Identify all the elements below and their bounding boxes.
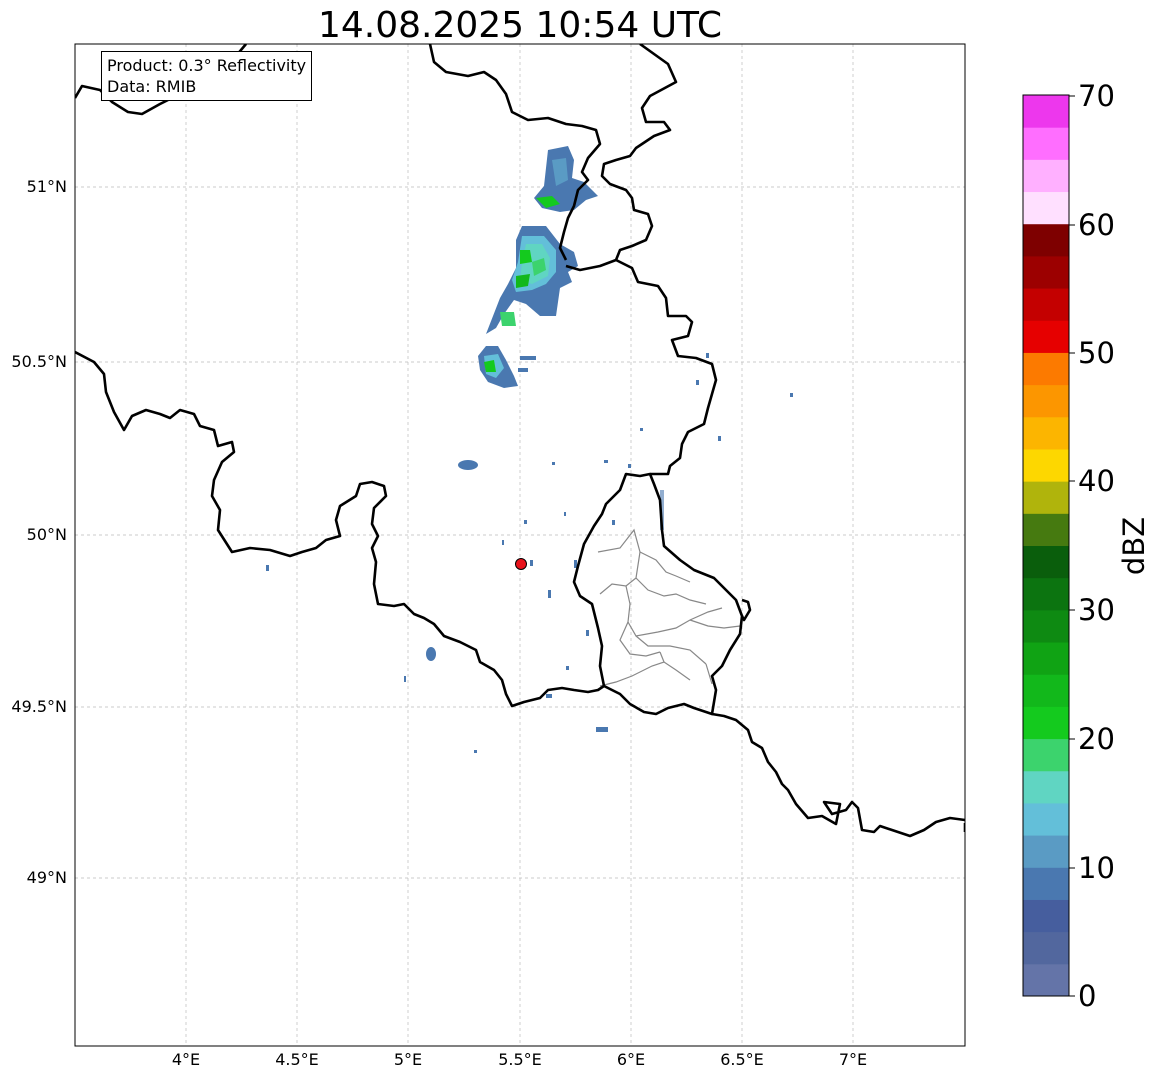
radar-site-marker (515, 558, 527, 570)
colorbar-segment (1023, 867, 1069, 900)
latitude-labels: 51°N 50.5°N 50°N 49.5°N 49°N (11, 177, 67, 887)
lat-label: 50°N (27, 525, 67, 544)
echo-small-18 (604, 460, 608, 463)
lat-label: 49°N (27, 868, 67, 887)
echo-small-26 (564, 512, 566, 516)
lat-label: 51°N (27, 177, 67, 196)
echo-small-21 (474, 750, 477, 753)
map-title: 14.08.2025 10:54 UTC (317, 5, 723, 46)
colorbar-segment (1023, 352, 1069, 386)
colorbar (1022, 94, 1075, 997)
colorbar-segment (1023, 835, 1069, 868)
colorbar-segment (1023, 95, 1069, 128)
colorbar-tick-label: 40 (1078, 464, 1115, 498)
radar-echoes (266, 146, 793, 753)
colorbar-label: dBZ (1117, 517, 1151, 575)
echo-small-9 (718, 436, 721, 441)
colorbar-segment (1023, 320, 1069, 353)
colorbar-tick-label: 0 (1078, 979, 1096, 1013)
colorbar-segment (1023, 545, 1069, 579)
product-label: Product: 0.3° Reflectivity (107, 56, 307, 75)
echo-small-5 (518, 368, 528, 372)
colorbar-segment (1023, 674, 1069, 707)
echo-cell-north-core (536, 196, 560, 208)
echo-small-12 (612, 520, 615, 525)
regional-borders (597, 528, 741, 687)
lat-label: 49.5°N (11, 697, 67, 716)
colorbar-segment (1023, 448, 1069, 482)
data-source-label: Data: RMIB (107, 77, 197, 96)
colorbar-segment (1023, 255, 1069, 289)
echo-small-22 (404, 676, 406, 682)
longitude-labels: 4°E 4.5°E 5°E 5.5°E 6°E 6.5°E 7°E (172, 1050, 867, 1069)
colorbar-segment (1023, 577, 1069, 611)
echo-small-19 (628, 464, 631, 468)
echo-small-14 (548, 590, 551, 598)
echo-small-3 (596, 727, 608, 732)
echo-small-16 (586, 630, 589, 636)
colorbar-segment (1023, 899, 1069, 933)
colorbar-segment (1023, 963, 1069, 997)
colorbar-tick-label: 50 (1078, 336, 1115, 370)
echo-cell-main-tail (500, 312, 516, 326)
echo-small-4 (520, 356, 536, 360)
colorbar-segment (1023, 770, 1069, 804)
echo-small-15 (530, 560, 533, 566)
echo-small-17 (566, 666, 569, 670)
lon-label: 6°E (617, 1050, 645, 1069)
lon-label: 5°E (394, 1050, 422, 1069)
colorbar-segment (1023, 223, 1069, 257)
colorbar-tick-label: 60 (1078, 208, 1115, 242)
echo-cell-main-core3 (516, 274, 530, 288)
echo-small-6 (266, 565, 269, 571)
echo-small-11 (660, 490, 664, 530)
colorbar-tick-label: 20 (1078, 722, 1115, 756)
colorbar-segment (1023, 706, 1069, 740)
colorbar-segment (1023, 513, 1069, 546)
colorbar-segment (1023, 481, 1069, 514)
echo-small-13 (574, 560, 577, 568)
lon-label: 4.5°E (275, 1050, 319, 1069)
colorbar-segment (1023, 642, 1069, 675)
colorbar-segment (1023, 802, 1069, 836)
colorbar-ticks: 0 10 20 30 40 50 60 70 (1078, 79, 1115, 1013)
lat-label: 50.5°N (11, 352, 67, 371)
map-frame-border (74, 43, 966, 1047)
echo-small-2 (426, 647, 436, 661)
echo-cell-north-inner (552, 158, 568, 186)
gridlines (75, 44, 965, 1046)
echo-small-23 (546, 694, 552, 698)
colorbar-border (1022, 94, 1070, 997)
echo-small-24 (524, 520, 527, 524)
colorbar-segment (1023, 384, 1069, 418)
colorbar-segment (1023, 127, 1069, 160)
colorbar-segment (1023, 738, 1069, 772)
lon-label: 6.5°E (720, 1050, 764, 1069)
colorbar-tick-label: 70 (1078, 79, 1115, 113)
echo-small-20 (552, 462, 555, 465)
echo-small-7 (696, 380, 699, 385)
echo-small-27 (640, 428, 643, 431)
colorbar-segment (1023, 416, 1069, 450)
colorbar-tick-label: 10 (1078, 851, 1115, 885)
echo-small-25 (502, 540, 504, 545)
colorbar-segment (1023, 159, 1069, 193)
national-borders (75, 44, 965, 838)
lon-label: 5.5°E (498, 1050, 542, 1069)
echo-small-8 (706, 353, 709, 358)
colorbar-segment (1023, 609, 1069, 643)
lon-label: 4°E (172, 1050, 200, 1069)
colorbar-segment (1023, 288, 1069, 321)
echo-small-10 (790, 393, 793, 397)
echo-cell-main-core2 (532, 258, 546, 276)
colorbar-segment (1023, 191, 1069, 225)
echo-small-1 (458, 460, 478, 470)
colorbar-tick-label: 30 (1078, 593, 1115, 627)
lon-label: 7°E (839, 1050, 867, 1069)
echo-cell-south-core (484, 360, 496, 372)
product-info-box: Product: 0.3° Reflectivity Data: RMIB (101, 51, 313, 101)
echo-cell-main-core (520, 250, 532, 264)
colorbar-segment (1023, 931, 1069, 965)
